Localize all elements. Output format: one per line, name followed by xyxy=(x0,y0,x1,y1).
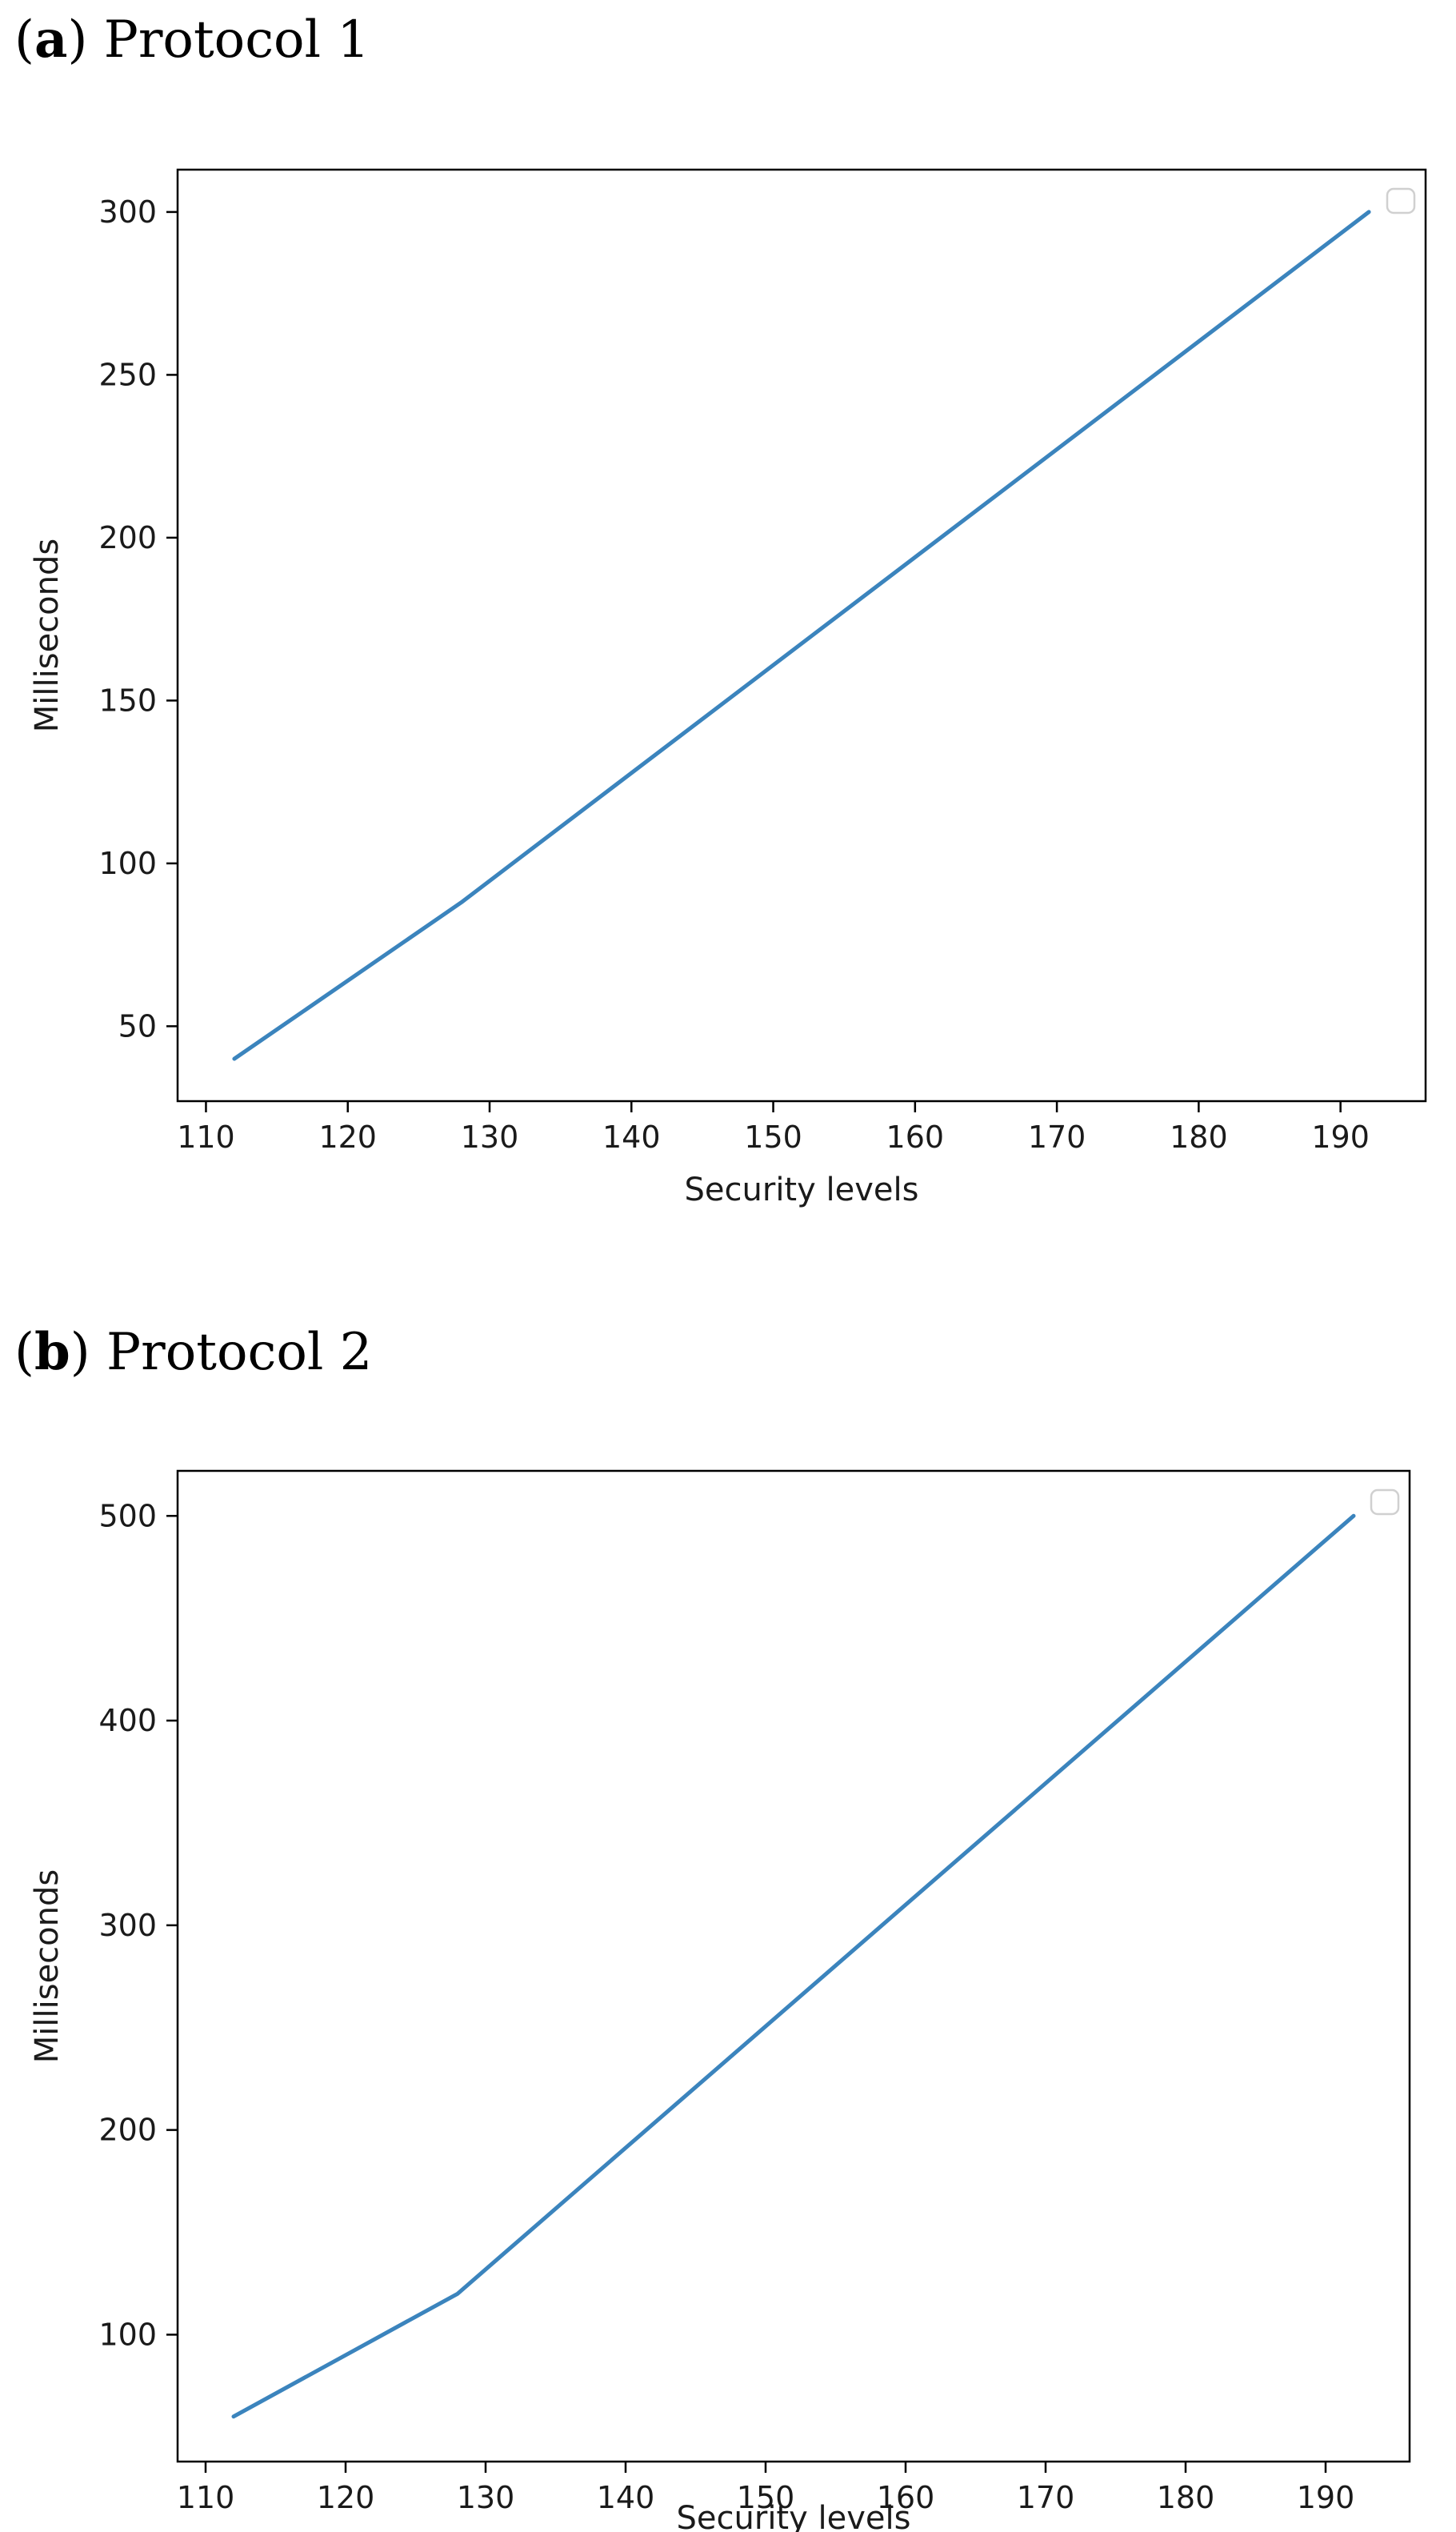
panel-b-legend-box xyxy=(1370,1488,1400,1516)
panel-b-y-tick-label: 400 xyxy=(98,1703,157,1738)
panel-b-plot-frame xyxy=(176,1469,1411,2463)
panel-b-x-axis-label: Security levels xyxy=(677,2500,911,2532)
panel-a-y-axis-label: Milliseconds xyxy=(29,539,66,732)
panel-a-x-tick-label: 130 xyxy=(461,1120,519,1155)
panel-b-x-tick-label: 190 xyxy=(1297,2480,1355,2515)
panel-b-y-tick-label: 500 xyxy=(98,1498,157,1533)
panel-a-x-tick-label: 150 xyxy=(744,1120,802,1155)
panel-b-y-tick-label: 300 xyxy=(98,1908,157,1943)
panel-b-caption: (b) Protocol 2 xyxy=(14,1322,373,1382)
panel-b-x-tick-label: 170 xyxy=(1017,2480,1075,2515)
panel-b-x-tick-label: 180 xyxy=(1157,2480,1215,2515)
panel-b-y-tick-label: 100 xyxy=(98,2317,157,2352)
panel-a-x-tick-label: 180 xyxy=(1170,1120,1228,1155)
panel-b-title: Protocol 2 xyxy=(106,1323,373,1382)
panel-b-x-tick-label: 160 xyxy=(877,2480,935,2515)
panel-a-legend-box xyxy=(1386,187,1416,214)
panel-a-y-tick-label: 300 xyxy=(98,194,157,230)
panel-a-x-tick-label: 170 xyxy=(1028,1120,1086,1155)
panel-a-x-tick-label: 120 xyxy=(318,1120,377,1155)
panel-b-y-tick-label: 200 xyxy=(98,2113,157,2148)
panel-a-y-tick-label: 250 xyxy=(98,357,157,392)
panel-b-x-tick-label: 150 xyxy=(737,2480,795,2515)
chart-protocol-1: 110 120 130 140 150 160 170 180 190 50 100 150 200 25… xyxy=(29,168,1427,1208)
panel-b-x-tick-label: 140 xyxy=(597,2480,655,2515)
panel-a-y-tick-label: 200 xyxy=(98,520,157,555)
panel-b-letter: b xyxy=(34,1322,70,1382)
panel-a-y-tick-label: 100 xyxy=(98,846,157,881)
panel-a-x-tick-label: 140 xyxy=(602,1120,661,1155)
panel-b-x-tick-label: 130 xyxy=(457,2480,515,2515)
panel-b-x-tick-label: 110 xyxy=(177,2480,235,2515)
panel-a-x-axis-label: Security levels xyxy=(685,1172,919,1208)
panel-a-y-tick-label: 50 xyxy=(118,1008,157,1044)
panel-b-x-tick-label: 120 xyxy=(317,2480,375,2515)
panel-a-title: Protocol 1 xyxy=(103,10,370,70)
panel-a-y-tick-label: 150 xyxy=(98,683,157,718)
panel-b-y-axis-label: Milliseconds xyxy=(29,1869,66,2063)
panel-a-x-tick-label: 110 xyxy=(177,1120,235,1155)
panel-a-caption: (a) Protocol 1 xyxy=(14,10,370,70)
panel-a-plot-frame xyxy=(176,168,1427,1103)
panel-a-x-tick-label: 190 xyxy=(1311,1120,1370,1155)
panel-b-series-line xyxy=(231,1513,1356,2419)
panel-a-letter: a xyxy=(34,10,68,70)
panel-a-x-tick-label: 160 xyxy=(886,1120,945,1155)
